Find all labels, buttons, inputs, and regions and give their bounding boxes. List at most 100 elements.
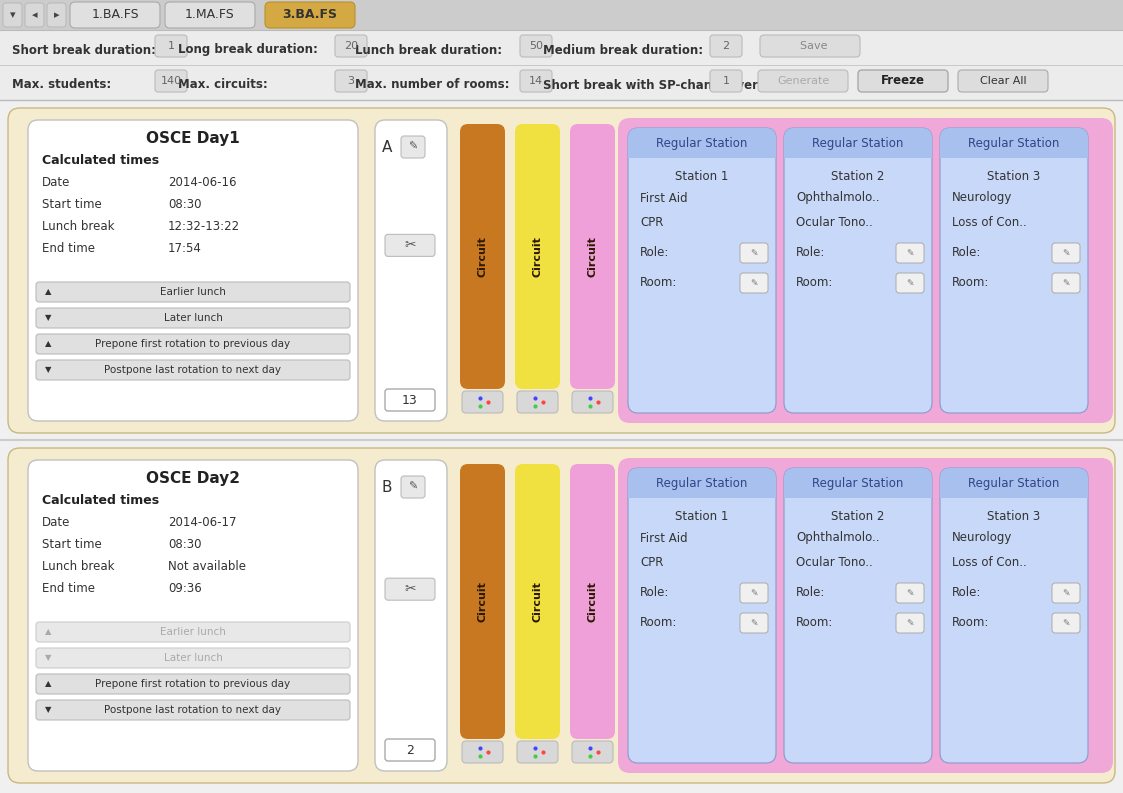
Text: 2: 2: [407, 744, 414, 757]
Text: Role:: Role:: [640, 587, 669, 600]
Text: ✎: ✎: [1062, 278, 1070, 288]
Text: Ocular Tono..: Ocular Tono..: [796, 557, 873, 569]
Text: CPR: CPR: [640, 216, 664, 229]
Text: ✎: ✎: [409, 142, 418, 152]
FancyBboxPatch shape: [628, 468, 776, 498]
Text: Regular Station: Regular Station: [968, 477, 1060, 489]
Text: ✎: ✎: [1062, 588, 1070, 597]
FancyBboxPatch shape: [628, 468, 776, 763]
FancyBboxPatch shape: [385, 235, 435, 256]
FancyBboxPatch shape: [155, 35, 188, 57]
FancyBboxPatch shape: [1052, 583, 1080, 603]
FancyBboxPatch shape: [628, 128, 776, 413]
Text: 50: 50: [529, 41, 544, 51]
Text: 3: 3: [347, 76, 355, 86]
Text: Circuit: Circuit: [477, 236, 487, 277]
Text: ✎: ✎: [906, 278, 914, 288]
Text: Calculated times: Calculated times: [42, 154, 159, 167]
FancyBboxPatch shape: [1052, 613, 1080, 633]
Text: 1.MA.FS: 1.MA.FS: [185, 9, 235, 21]
FancyBboxPatch shape: [1052, 243, 1080, 263]
Text: Neurology: Neurology: [952, 191, 1012, 205]
FancyBboxPatch shape: [896, 583, 924, 603]
FancyBboxPatch shape: [460, 124, 505, 389]
Text: ✎: ✎: [750, 619, 758, 627]
FancyBboxPatch shape: [462, 391, 503, 413]
FancyBboxPatch shape: [515, 464, 560, 739]
Text: Circuit: Circuit: [587, 581, 597, 622]
Text: Short break duration:: Short break duration:: [12, 44, 156, 56]
Text: Room:: Room:: [796, 616, 833, 630]
Text: Ophthalmolo..: Ophthalmolo..: [796, 191, 879, 205]
Text: Date: Date: [42, 175, 71, 189]
Text: ▼: ▼: [45, 313, 52, 323]
Text: Medium break duration:: Medium break duration:: [544, 44, 703, 56]
Text: Room:: Room:: [796, 277, 833, 289]
Text: Freeze: Freeze: [882, 75, 925, 87]
Text: ▲: ▲: [45, 339, 52, 348]
FancyBboxPatch shape: [940, 128, 1088, 158]
Text: ✎: ✎: [750, 588, 758, 597]
Text: End time: End time: [42, 242, 95, 255]
Text: ✎: ✎: [906, 619, 914, 627]
FancyBboxPatch shape: [375, 460, 447, 771]
FancyBboxPatch shape: [740, 243, 768, 263]
Text: Start time: Start time: [42, 197, 102, 210]
FancyBboxPatch shape: [760, 35, 860, 57]
Text: Lunch break: Lunch break: [42, 220, 115, 232]
Text: Station 3: Station 3: [987, 170, 1041, 182]
Text: Station 2: Station 2: [831, 170, 885, 182]
Bar: [784, 488, 932, 498]
Text: A: A: [382, 140, 392, 155]
FancyBboxPatch shape: [36, 308, 350, 328]
Text: 09:36: 09:36: [168, 581, 202, 595]
Text: Station 2: Station 2: [831, 509, 885, 523]
FancyBboxPatch shape: [28, 120, 358, 421]
Text: Calculated times: Calculated times: [42, 493, 159, 507]
FancyBboxPatch shape: [896, 273, 924, 293]
FancyBboxPatch shape: [570, 124, 615, 389]
Text: Clear All: Clear All: [979, 76, 1026, 86]
Text: Regular Station: Regular Station: [812, 477, 904, 489]
Text: ✂: ✂: [404, 239, 416, 252]
Text: Lunch break: Lunch break: [42, 560, 115, 573]
Text: First Aid: First Aid: [640, 191, 687, 205]
FancyBboxPatch shape: [628, 128, 776, 158]
Text: ✎: ✎: [906, 248, 914, 258]
Text: Later lunch: Later lunch: [164, 313, 222, 323]
FancyBboxPatch shape: [784, 468, 932, 763]
FancyBboxPatch shape: [940, 128, 1088, 413]
Text: CPR: CPR: [640, 557, 664, 569]
Bar: [0, 30, 1123, 65]
FancyBboxPatch shape: [517, 741, 558, 763]
Text: Room:: Room:: [640, 616, 677, 630]
Text: 20: 20: [344, 41, 358, 51]
Text: End time: End time: [42, 581, 95, 595]
Text: 12:32-13:22: 12:32-13:22: [168, 220, 240, 232]
Text: 2: 2: [722, 41, 730, 51]
Text: Neurology: Neurology: [952, 531, 1012, 545]
Text: Regular Station: Regular Station: [968, 136, 1060, 150]
FancyBboxPatch shape: [25, 3, 44, 27]
Text: ✂: ✂: [404, 582, 416, 596]
FancyBboxPatch shape: [375, 120, 447, 421]
FancyBboxPatch shape: [8, 108, 1115, 433]
Text: Prepone first rotation to previous day: Prepone first rotation to previous day: [95, 679, 291, 689]
Bar: [784, 148, 932, 158]
Bar: [628, 148, 776, 158]
FancyBboxPatch shape: [36, 360, 350, 380]
Text: Max. students:: Max. students:: [12, 79, 111, 91]
Bar: [628, 488, 776, 498]
FancyBboxPatch shape: [265, 2, 355, 28]
FancyBboxPatch shape: [740, 613, 768, 633]
Text: Regular Station: Regular Station: [656, 136, 748, 150]
FancyBboxPatch shape: [858, 70, 948, 92]
Text: 1: 1: [167, 41, 174, 51]
FancyBboxPatch shape: [740, 273, 768, 293]
Text: 2014-06-17: 2014-06-17: [168, 515, 237, 528]
Text: B: B: [382, 481, 392, 496]
Text: Short break with SP-changeover:: Short break with SP-changeover:: [544, 79, 763, 91]
Text: Circuit: Circuit: [477, 581, 487, 622]
FancyBboxPatch shape: [896, 243, 924, 263]
Text: 2014-06-16: 2014-06-16: [168, 175, 237, 189]
